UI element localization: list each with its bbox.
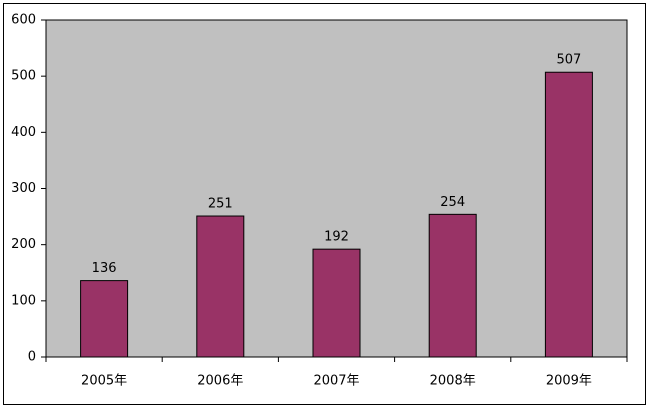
data-label: 192: [324, 230, 349, 245]
bar: [80, 280, 129, 358]
x-tick-label: 2005年: [81, 374, 127, 389]
data-label: 507: [556, 53, 581, 68]
y-tick-label: 300: [11, 181, 36, 196]
x-tick-label: 2007年: [313, 374, 359, 389]
y-tick-label: 100: [11, 293, 36, 308]
bar: [544, 71, 593, 358]
bar: [428, 213, 477, 358]
x-tick-label: 2009年: [546, 374, 592, 389]
y-tick-label: 600: [11, 13, 36, 28]
data-label: 136: [92, 261, 117, 276]
y-tick-label: 200: [11, 237, 36, 252]
x-tick-label: 2006年: [197, 374, 243, 389]
data-label: 254: [440, 195, 465, 210]
x-tick-label: 2008年: [430, 374, 476, 389]
data-label: 251: [208, 197, 233, 212]
bar: [312, 248, 361, 358]
y-tick-label: 0: [28, 350, 36, 365]
bar: [196, 215, 245, 358]
y-tick-label: 400: [11, 125, 36, 140]
y-tick-label: 500: [11, 69, 36, 84]
